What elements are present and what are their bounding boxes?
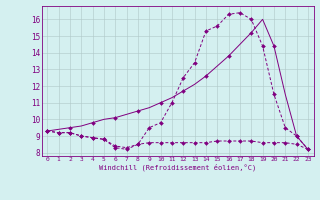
- X-axis label: Windchill (Refroidissement éolien,°C): Windchill (Refroidissement éolien,°C): [99, 164, 256, 171]
